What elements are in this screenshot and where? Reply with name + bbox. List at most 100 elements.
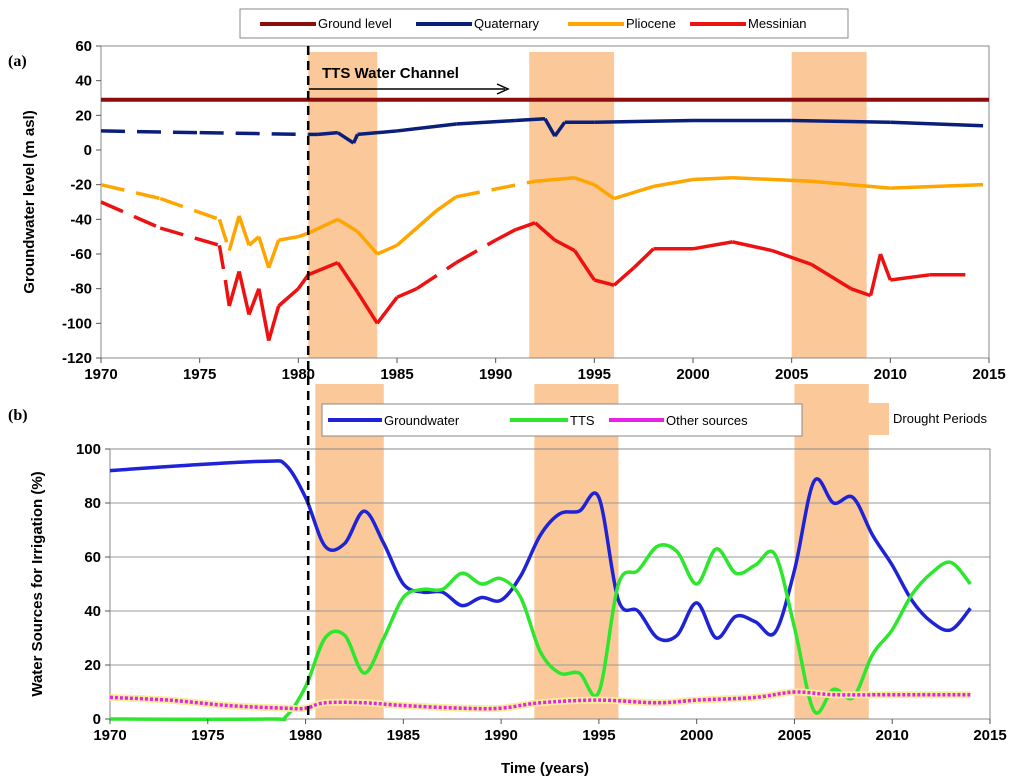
line-pliocene-seg-12: [356, 230, 379, 256]
line-pliocene-seg-0: [100, 182, 161, 201]
b-x-tick-1980: 1980: [289, 727, 322, 744]
panel-label-b: (b): [8, 407, 28, 424]
legend-label-groundwater: Groundwater: [384, 413, 460, 428]
line-quaternary-seg-11: [553, 121, 567, 138]
legend-label-messinian: Messinian: [748, 16, 807, 31]
legend-label-quaternary: Quaternary: [474, 16, 540, 31]
line-messinian-seg-32: [868, 253, 883, 297]
drought-shades-a: [308, 52, 867, 358]
b-y-tick-20: 20: [84, 657, 101, 674]
line-messinian-seg-31: [850, 287, 872, 298]
line-groundwater: [109, 459, 972, 643]
line-messinian-seg-24: [612, 266, 635, 287]
y-axis-label-a: Groundwater level (m asl): [21, 110, 38, 293]
a-y-tick-60: 60: [75, 38, 92, 55]
line-quaternary-seg-9: [515, 117, 546, 123]
line-messinian-seg-23: [593, 278, 615, 287]
line-pliocene-seg-13: [376, 243, 398, 256]
a-x-tick-2005: 2005: [775, 366, 808, 383]
a-y-tick--120: -120: [62, 350, 92, 367]
line-messinian-seg-14: [375, 296, 399, 325]
line-pliocene-seg-7: [267, 239, 281, 269]
drought-shade-a-1: [529, 52, 615, 358]
b-y-tick-80: 80: [84, 495, 101, 512]
line-pliocene-seg-21: [613, 184, 655, 201]
b-x-tick-1995: 1995: [582, 727, 615, 744]
line-quaternary-seg-5: [351, 133, 360, 144]
line-messinian-seg-21: [554, 238, 576, 253]
line-messinian-seg-12: [336, 261, 359, 294]
a-y-tick--20: -20: [70, 177, 92, 194]
line-messinian-seg-0: [100, 200, 161, 230]
tts-arrow-head: [496, 83, 510, 95]
line-pliocene-seg-24: [732, 175, 812, 183]
line-pliocene-seg-5: [247, 235, 261, 247]
line-pliocene-seg-17: [455, 179, 536, 199]
line-messinian-seg-33: [878, 253, 892, 281]
line-messinian-seg-3: [223, 279, 231, 307]
line-quaternary-seg-15: [791, 118, 891, 125]
drought-shade-b-2: [794, 384, 869, 719]
line-messinian-seg-4: [227, 270, 241, 307]
line-pliocene-seg-16: [435, 195, 458, 213]
b-x-tick-1985: 1985: [387, 727, 420, 744]
a-y-tick-20: 20: [75, 107, 92, 124]
a-y-tick--100: -100: [62, 315, 92, 332]
a-x-tick-1995: 1995: [578, 366, 611, 383]
line-quaternary-seg-6: [357, 129, 398, 137]
legend-a: Ground level Quaternary Pliocene Messini…: [239, 8, 849, 39]
ticks-a: 1970 1975 1980 1985 1990 1995 2000 2005 2010 2015…: [62, 38, 1006, 383]
line-messinian-seg-5: [237, 270, 251, 316]
line-messinian-seg-28: [732, 240, 773, 253]
line-messinian-seg-16: [415, 261, 458, 291]
line-pliocene-seg-15: [415, 209, 438, 230]
line-messinian-seg-29: [771, 248, 812, 267]
line-messinian-seg-9: [277, 287, 300, 308]
line-other-sources: [109, 690, 971, 711]
line-quaternary-seg-3: [317, 130, 338, 137]
line-messinian-seg-7: [257, 288, 271, 341]
line-pliocene-seg-23: [692, 175, 733, 182]
line-messinian-seg-2: [217, 245, 228, 281]
line-messinian-seg-30: [810, 262, 852, 291]
ticks-b: 1970 1975 1980 1985 1990 1995 2000 2005 2010 2015…: [76, 441, 1007, 744]
line-messinian-seg-34: [890, 273, 931, 282]
b-y-tick-40: 40: [84, 603, 101, 620]
line-messinian-seg-15: [396, 287, 418, 299]
b-x-tick-1970: 1970: [93, 727, 126, 744]
a-x-tick-2010: 2010: [874, 366, 907, 383]
b-x-tick-2015: 2015: [973, 727, 1006, 744]
line-messinian-seg-10: [296, 273, 310, 290]
line-messinian-seg-6: [247, 288, 261, 316]
line-messinian-seg-1: [159, 226, 220, 248]
line-messinian-seg-18: [494, 228, 517, 242]
line-pliocene-seg-20: [593, 183, 616, 200]
line-pliocene-seg-6: [257, 236, 271, 269]
line-pliocene-seg-10: [307, 217, 339, 235]
line-pliocene-seg-26: [890, 182, 984, 190]
line-quaternary-seg-4: [336, 131, 355, 145]
legend-box-a: [239, 8, 849, 39]
a-y-tick-40: 40: [75, 73, 92, 90]
line-quaternary-seg-13: [594, 118, 694, 125]
line-messinian-seg-19: [514, 221, 536, 232]
line-pliocene-seg-9: [297, 231, 309, 239]
a-x-tick-1970: 1970: [84, 366, 117, 383]
b-y-tick-100: 100: [76, 441, 101, 458]
line-pliocene-seg-8: [278, 234, 299, 242]
line-messinian-seg-25: [632, 247, 655, 270]
y-axis-label-b: Water Sources for Irrigation (%): [29, 471, 46, 696]
line-messinian-seg-20: [533, 221, 557, 242]
line-quaternary-seg-10: [543, 117, 557, 137]
line-messinian-seg-27: [692, 240, 733, 251]
line-pliocene-seg-25: [811, 179, 891, 190]
line-messinian-seg-13: [356, 291, 379, 325]
series-b: [109, 459, 972, 722]
line-pliocene-seg-14: [395, 226, 418, 247]
line-quaternary-seg-7: [396, 122, 457, 133]
line-messinian-seg-8: [267, 305, 281, 342]
line-pliocene-seg-22: [653, 177, 694, 189]
drought-shade-a-2: [791, 52, 867, 358]
legend-label-ground-level: Ground level: [318, 16, 392, 31]
